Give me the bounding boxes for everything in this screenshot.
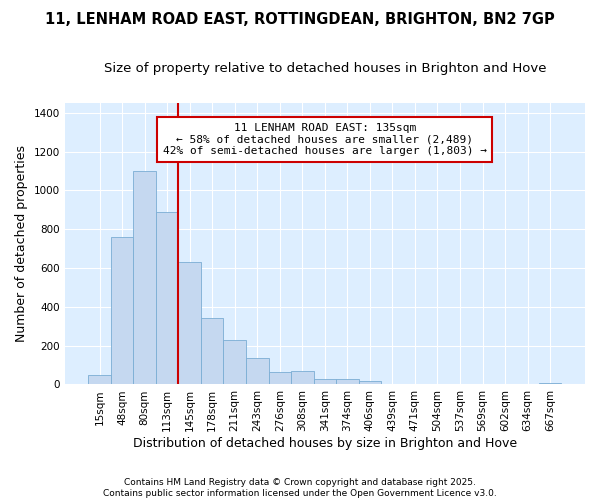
Text: Contains HM Land Registry data © Crown copyright and database right 2025.
Contai: Contains HM Land Registry data © Crown c… [103, 478, 497, 498]
Bar [246, 358, 269, 384]
Y-axis label: Number of detached properties: Number of detached properties [15, 146, 28, 342]
Bar [88, 375, 111, 384]
Bar [133, 171, 156, 384]
Bar [111, 237, 133, 384]
Bar [223, 340, 246, 384]
Bar [201, 318, 223, 384]
Bar [336, 379, 359, 384]
Bar [269, 372, 291, 384]
Bar [314, 378, 336, 384]
Bar [178, 262, 201, 384]
X-axis label: Distribution of detached houses by size in Brighton and Hove: Distribution of detached houses by size … [133, 437, 517, 450]
Bar [291, 371, 314, 384]
Bar [359, 381, 381, 384]
Title: Size of property relative to detached houses in Brighton and Hove: Size of property relative to detached ho… [104, 62, 546, 76]
Text: 11 LENHAM ROAD EAST: 135sqm
← 58% of detached houses are smaller (2,489)
42% of : 11 LENHAM ROAD EAST: 135sqm ← 58% of det… [163, 123, 487, 156]
Text: 11, LENHAM ROAD EAST, ROTTINGDEAN, BRIGHTON, BN2 7GP: 11, LENHAM ROAD EAST, ROTTINGDEAN, BRIGH… [45, 12, 555, 28]
Bar [156, 212, 178, 384]
